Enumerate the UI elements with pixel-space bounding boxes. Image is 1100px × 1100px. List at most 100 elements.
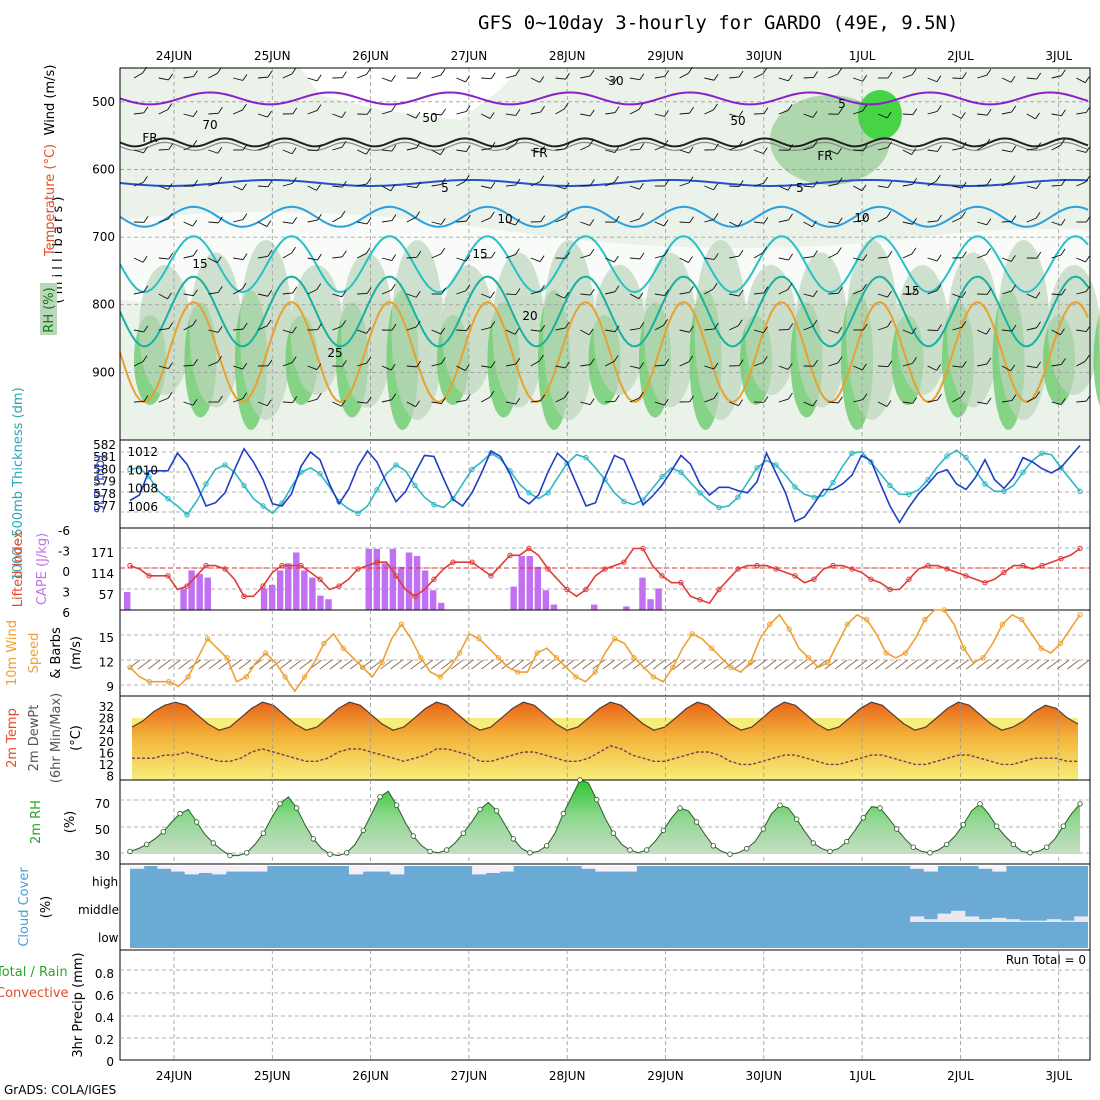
rh2m-marker [727, 851, 733, 857]
rh2m-marker [693, 819, 700, 825]
wind-barb-flag [217, 216, 223, 224]
lifted-index-line-marker [982, 579, 988, 586]
cloud-middle-gap [1060, 920, 1075, 922]
wind-barb-flag [465, 284, 471, 291]
wind-barb [530, 181, 541, 187]
wind-barb [555, 327, 566, 331]
wind-barb-flag [366, 177, 372, 185]
wind-barb-flag [862, 104, 868, 112]
contour-label: FR [142, 131, 157, 145]
wind-barb [456, 290, 467, 295]
wind-barb-flag [911, 327, 917, 334]
thickness-line-marker [260, 503, 266, 509]
wind-barb [778, 109, 789, 115]
thickness-line-marker [545, 490, 551, 496]
wind-barb-flag [936, 105, 942, 112]
wind-barb-flag [762, 246, 768, 254]
date-labels-top: 24JUN 25JUN 26JUN 27JUN 28JUN 29JUN 30JUN 1JUL 2… [156, 49, 1073, 63]
wind10-label-3: & Barbs [49, 627, 64, 679]
date-label-top: 30JUN [746, 49, 783, 63]
wind-barb-flag [664, 249, 669, 256]
thickness-series [127, 444, 1083, 525]
wind-barb-flag [1060, 69, 1066, 77]
rh2m-marker [643, 847, 650, 853]
rh-band-blob [391, 240, 444, 420]
wind-barb-flag [788, 213, 793, 221]
wind-barb [208, 329, 219, 333]
wind-barb [803, 401, 813, 407]
lifted-index-line-marker [393, 573, 399, 579]
temp2m-units-label: (°C) [69, 725, 84, 751]
wind-barb-flag [217, 147, 223, 154]
wind-barb [927, 110, 938, 115]
cape-bar [381, 563, 389, 610]
cloud-label: Cloud Cover [17, 867, 32, 947]
wind-barb-flag [738, 249, 744, 257]
wind-barb-flag [688, 146, 694, 154]
wind-barb-flag [614, 395, 620, 402]
wind-barb-flag [540, 105, 545, 113]
wind-barb [505, 74, 516, 79]
contour-label: 25 [327, 346, 342, 360]
cloud-middle-gap [910, 916, 925, 922]
wind10-line-marker [1019, 616, 1025, 623]
wind-barb [580, 75, 591, 79]
wind-barb-flag [862, 363, 867, 371]
cape-tick: 114 [91, 567, 114, 581]
wind10-barb [349, 659, 363, 670]
wind-barb [431, 253, 441, 259]
lifted-index-line-marker [678, 579, 684, 586]
cloud-units-label: (%) [39, 896, 54, 919]
wind10-barb [137, 659, 151, 670]
slp-tick: 1008 [127, 482, 158, 496]
wind-barb [233, 398, 243, 403]
wind-barb [481, 147, 492, 151]
wind-barb [580, 185, 591, 187]
wind-barb [431, 183, 442, 187]
wind-barb [828, 329, 839, 334]
wind-barb-flag [936, 284, 942, 291]
rh2m-marker [993, 823, 1000, 829]
lifted-index-line-marker [621, 559, 627, 565]
wind-barb [927, 329, 938, 331]
wind10-yticks: 15 12 9 [99, 631, 114, 694]
wind-barb-flag [242, 143, 248, 151]
wind10-barb [693, 659, 706, 670]
wind-barb [406, 147, 417, 151]
wind-barb [158, 365, 169, 370]
rh-band-blob [947, 252, 999, 408]
wind-barb-flag [714, 143, 719, 151]
wind-barb-flag [267, 110, 272, 118]
wind-barb [1001, 400, 1012, 403]
rh2m-units-label: (%) [63, 811, 78, 834]
wind-barb-flag [614, 176, 619, 183]
thickness-tick: 578 [93, 487, 116, 501]
cloud-high-gap [622, 866, 637, 872]
wind-barb-flag [515, 218, 520, 226]
wind10-tick: 9 [106, 680, 114, 694]
wind-barb-flag [366, 217, 372, 225]
wind-barb-flag [961, 211, 966, 219]
cloud-bars [130, 866, 1089, 948]
rh-band-blob [442, 265, 494, 395]
wind10-line-marker [359, 664, 366, 671]
wind-barb [629, 365, 640, 369]
wind-barb-flag [837, 356, 843, 364]
wind-barb-flag [911, 148, 917, 155]
wind-barb-flag [291, 67, 297, 75]
temp-contour-10 [119, 205, 1089, 228]
wind-barb [208, 257, 218, 264]
thickness-line-marker [754, 465, 760, 471]
wind-barb [406, 365, 417, 368]
cape-bar [534, 566, 542, 610]
wind-barb-flag [490, 72, 496, 79]
wind-barb [679, 182, 690, 187]
wind-barb-flag [416, 141, 421, 149]
lifted-index-line-marker [146, 573, 152, 579]
wind10-series [127, 607, 1083, 693]
cape-bar [285, 563, 292, 610]
temp-contour-upper [119, 91, 1089, 106]
cloud-high-gap [184, 866, 199, 875]
wind-barb [1026, 365, 1037, 369]
slp-line [129, 444, 1081, 525]
